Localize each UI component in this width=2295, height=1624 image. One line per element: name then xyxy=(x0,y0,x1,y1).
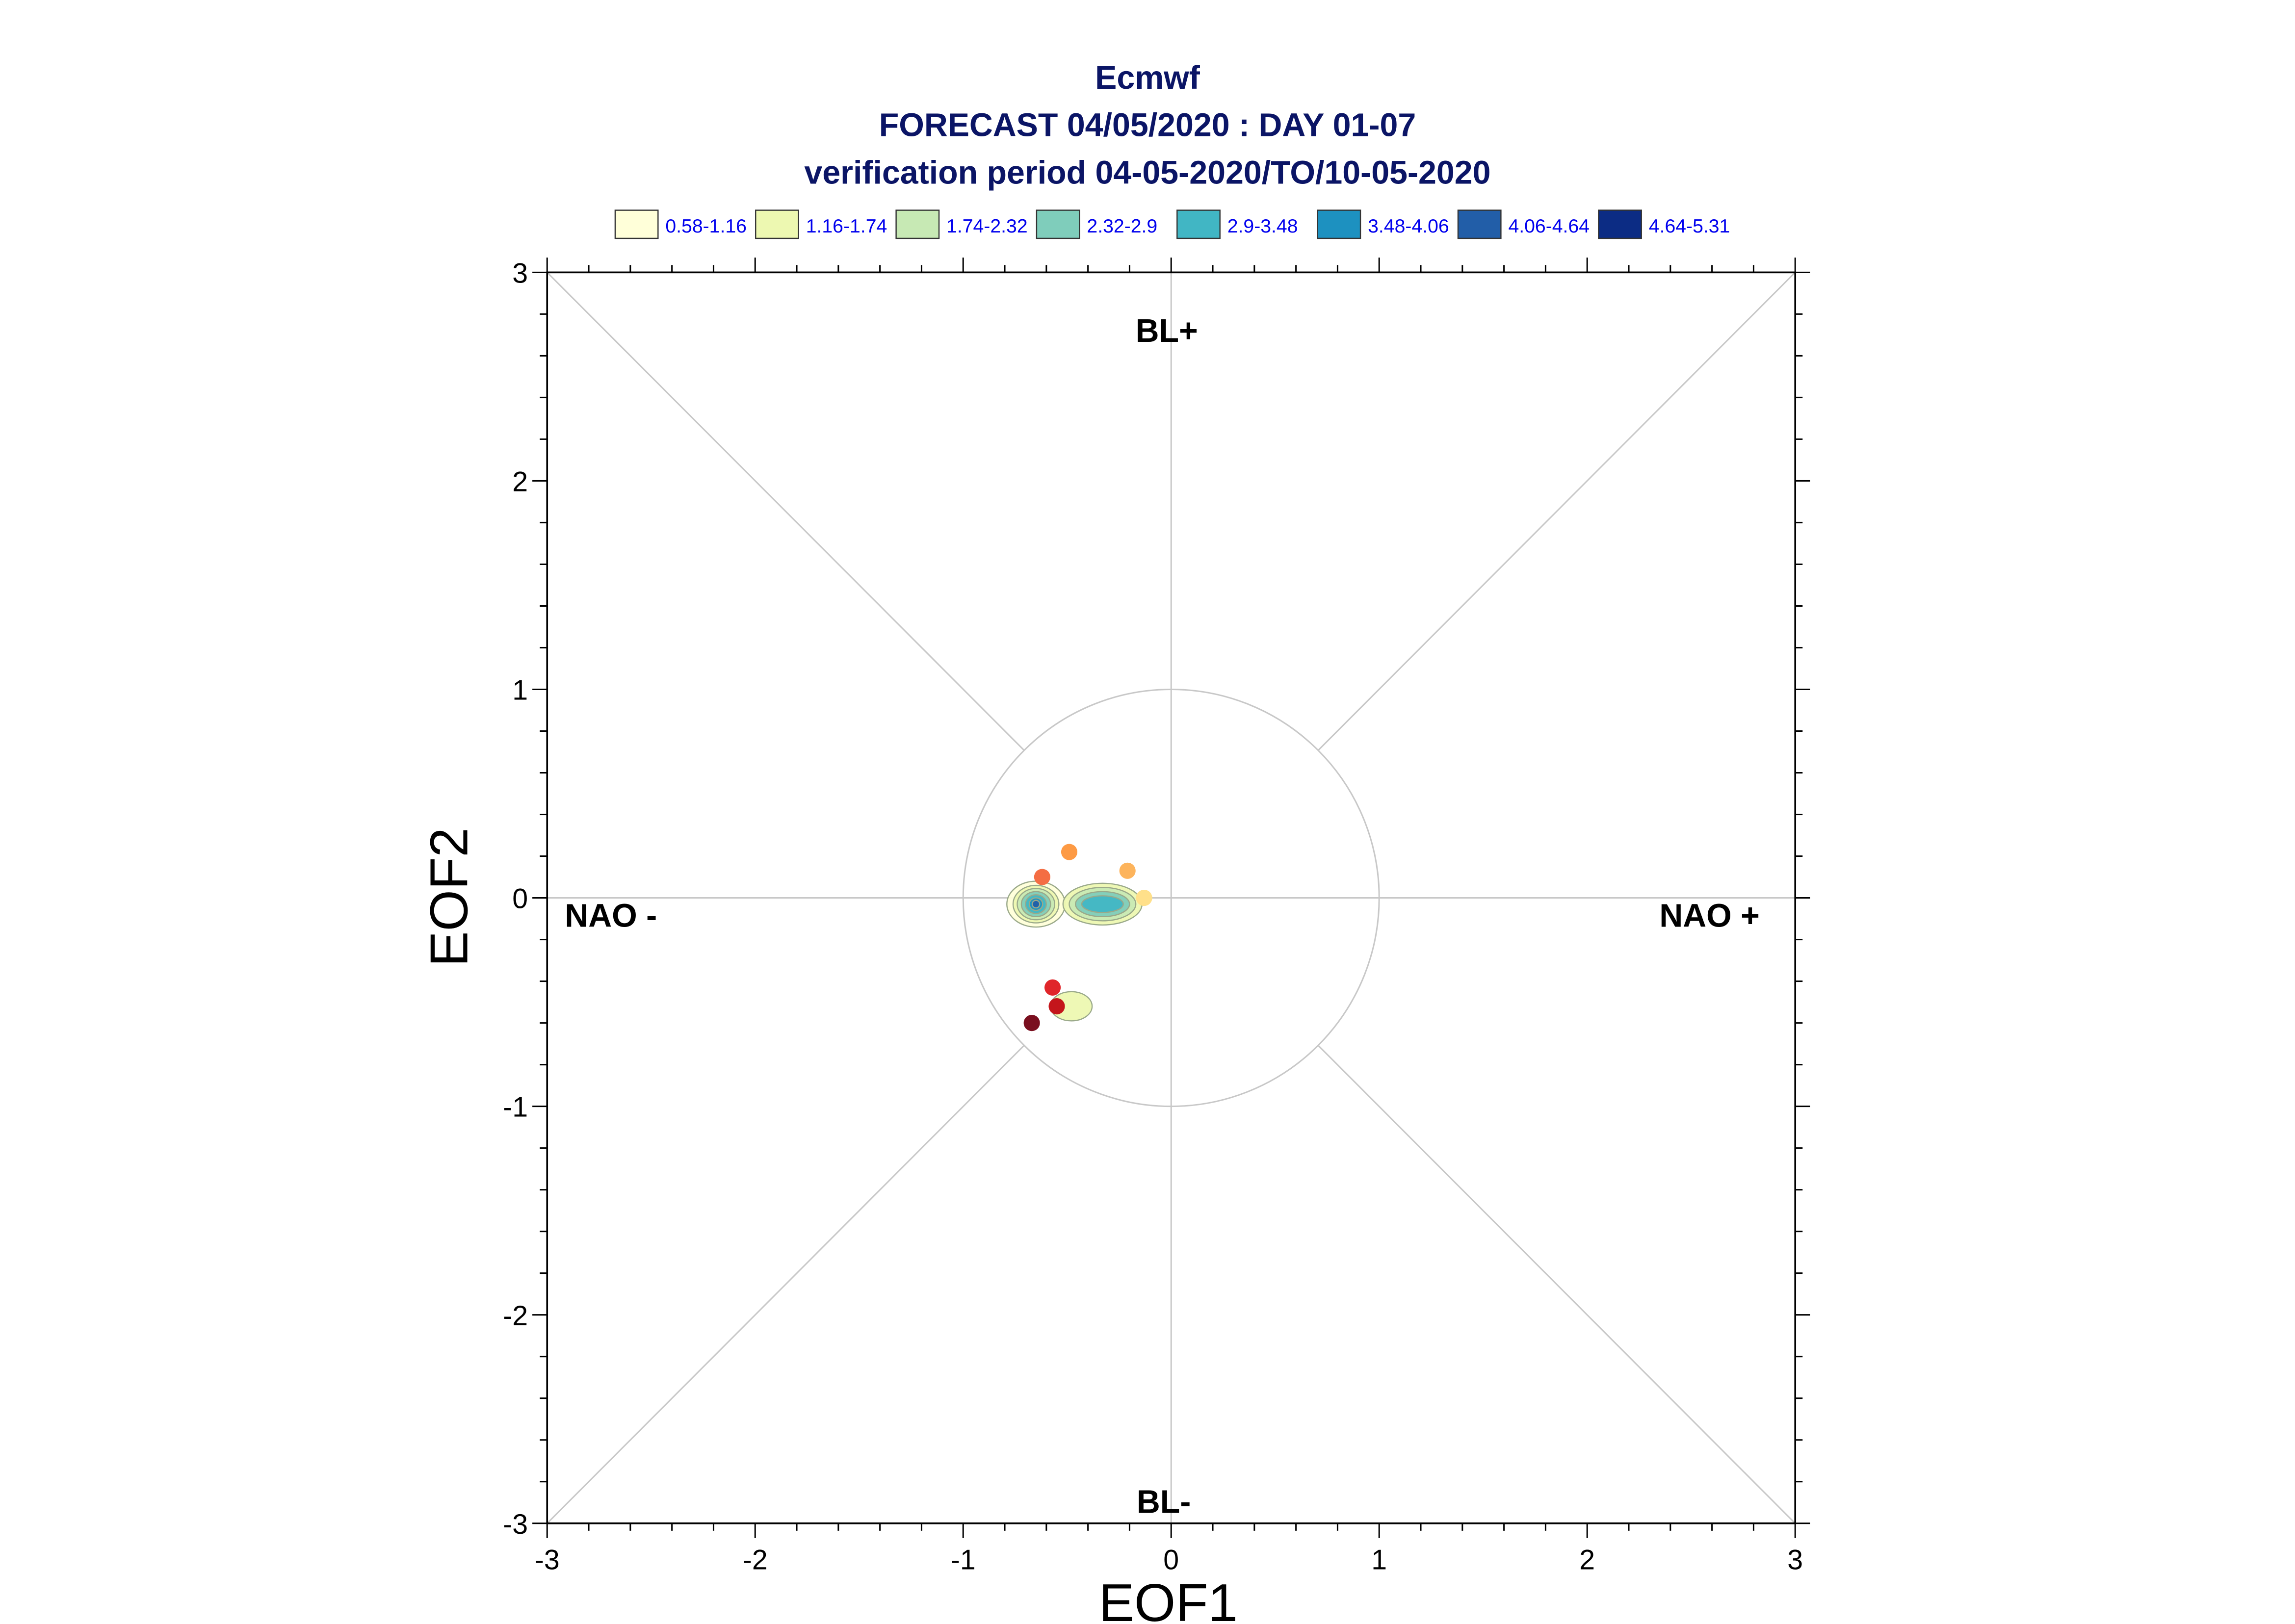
legend-label: 4.06-4.64 xyxy=(1508,216,1590,237)
diagonal-line xyxy=(1317,1045,1796,1524)
legend-swatch xyxy=(614,209,659,239)
x-axis-title: EOF1 xyxy=(1099,1573,1238,1624)
legend-swatch xyxy=(1036,209,1080,239)
y-tick-label: -3 xyxy=(503,1509,528,1540)
x-tick-label: 2 xyxy=(1579,1544,1595,1575)
x-tick-label: -2 xyxy=(743,1544,768,1575)
y-tick-label: 0 xyxy=(512,883,528,915)
daily-point xyxy=(1048,998,1065,1015)
legend-swatch xyxy=(755,209,799,239)
legend-label: 1.16-1.74 xyxy=(806,216,887,237)
chart-subtitle-1: FORECAST 04/05/2020 : DAY 01-07 xyxy=(879,107,1416,144)
legend-swatch xyxy=(1598,209,1642,239)
legend-swatch xyxy=(1317,209,1361,239)
density-contour xyxy=(1031,900,1041,909)
density-contours xyxy=(1006,880,1143,1022)
x-tick-label: -3 xyxy=(535,1544,560,1575)
legend-label: 2.32-2.9 xyxy=(1087,216,1157,237)
legend-swatch xyxy=(1176,209,1221,239)
legend-label: 0.58-1.16 xyxy=(665,216,747,237)
chart-subtitle-2: verification period 04-05-2020/TO/10-05-… xyxy=(804,155,1490,191)
daily-point xyxy=(1044,979,1061,996)
y-tick-label: 3 xyxy=(512,258,528,289)
y-tick-label: -2 xyxy=(503,1300,528,1332)
regime-label-left: NAO - xyxy=(565,898,657,934)
unit-circle xyxy=(962,688,1380,1108)
daily-point xyxy=(1061,844,1078,860)
legend-swatch xyxy=(895,209,940,239)
legend-label: 2.9-3.48 xyxy=(1227,216,1298,237)
density-legend: 0.58-1.16 1.16-1.74 1.74-2.32 2.32-2.9 2.9-3… xyxy=(614,209,1730,239)
daily-point xyxy=(1119,862,1136,879)
diagonal-line xyxy=(1317,272,1796,751)
y-axis-title: EOF2 xyxy=(420,827,479,967)
regime-label-right: NAO + xyxy=(1659,898,1759,934)
diagonal-line xyxy=(547,272,1025,751)
chart-title: Ecmwf xyxy=(1095,60,1200,96)
axis-ticks: -3 -2 -1 0 1 2 3 -3 -2 -1 0 1 2 3 xyxy=(503,258,1810,1575)
daily-point xyxy=(1023,1014,1040,1031)
plot-area: -3 -2 -1 0 1 2 3 -3 -2 -1 0 1 2 3 xyxy=(503,258,1810,1575)
legend-label: 3.48-4.06 xyxy=(1368,216,1449,237)
legend-swatch xyxy=(1457,209,1502,239)
y-tick-label: 2 xyxy=(512,466,528,498)
daily-point xyxy=(1136,889,1152,906)
diagonal-line xyxy=(547,1045,1025,1524)
guide-lines xyxy=(547,272,1796,1524)
y-tick-label: -1 xyxy=(503,1092,528,1123)
regime-label-top: BL+ xyxy=(1136,313,1198,349)
x-tick-label: 1 xyxy=(1371,1544,1387,1575)
x-tick-label: 3 xyxy=(1787,1544,1803,1575)
daily-points xyxy=(1023,844,1152,1031)
density-contour xyxy=(1081,895,1124,913)
daily-point xyxy=(1034,869,1050,885)
x-tick-label: -1 xyxy=(951,1544,976,1575)
regime-label-bottom: BL- xyxy=(1137,1484,1191,1521)
legend-label: 1.74-2.32 xyxy=(946,216,1028,237)
x-tick-label: 0 xyxy=(1163,1544,1179,1575)
legend-label: 4.64-5.31 xyxy=(1649,216,1730,237)
y-tick-label: 1 xyxy=(512,675,528,706)
